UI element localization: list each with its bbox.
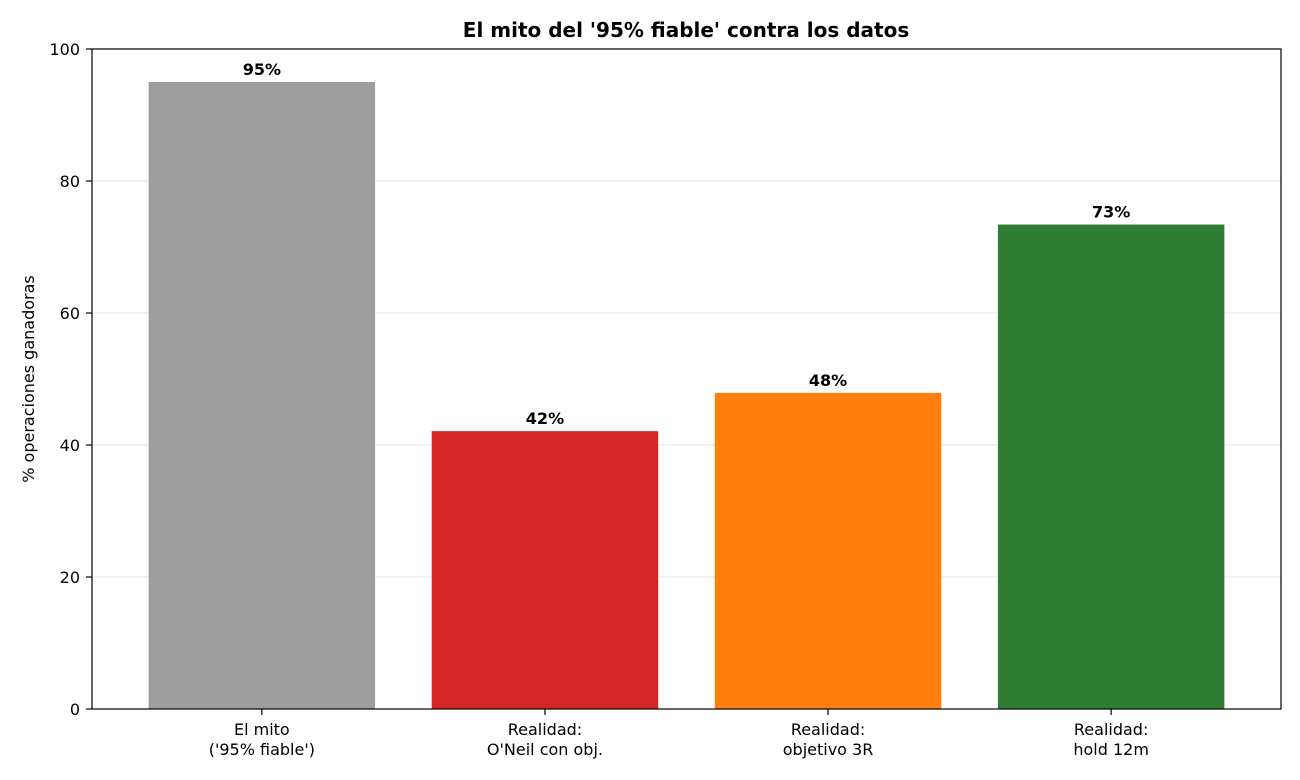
x-tick-label: Realidad: hold 12m (1073, 720, 1149, 759)
x-tick-label-line: hold 12m (1073, 740, 1149, 759)
plot-frame (91, 48, 1282, 710)
y-tick-label: 0 (70, 700, 80, 719)
y-axis-ticks: 0 20 40 60 80 100 (49, 40, 92, 719)
y-tick-label: 20 (60, 568, 80, 587)
bar-value-label: 42% (526, 409, 564, 428)
y-tick-label: 100 (49, 40, 80, 59)
bars (148, 82, 1225, 709)
x-tick-label: El mito ('95% fiable') (209, 720, 315, 759)
bar (714, 392, 942, 709)
y-axis-label: % operaciones ganadoras (19, 275, 38, 482)
x-tick-label: Realidad: objetivo 3R (783, 720, 874, 759)
x-tick-label-line: Realidad: (1074, 720, 1148, 739)
bar (431, 431, 659, 709)
x-tick-label-line: Realidad: (791, 720, 865, 739)
x-axis-ticks: El mito ('95% fiable')Realidad: O'Neil con… (209, 709, 1149, 759)
bar-value-label: 48% (809, 371, 847, 390)
x-tick-label: Realidad: O'Neil con obj. (487, 720, 603, 759)
x-tick-label-line: El mito (234, 720, 290, 739)
x-tick-label-line: ('95% fiable') (209, 740, 315, 759)
x-tick-label-line: O'Neil con obj. (487, 740, 603, 759)
bar (148, 82, 376, 709)
y-tick-label: 40 (60, 436, 80, 455)
bar-value-label: 95% (243, 60, 281, 79)
y-tick-label: 60 (60, 304, 80, 323)
bar (997, 224, 1225, 709)
data-labels: 95% 42% 48% 73% (243, 60, 1131, 428)
y-tick-label: 80 (60, 172, 80, 191)
x-tick-label-line: Realidad: (508, 720, 582, 739)
chart-title: El mito del '95% fiable' contra los dato… (463, 18, 909, 42)
x-tick-label-line: objetivo 3R (783, 740, 874, 759)
bar-value-label: 73% (1092, 203, 1130, 222)
